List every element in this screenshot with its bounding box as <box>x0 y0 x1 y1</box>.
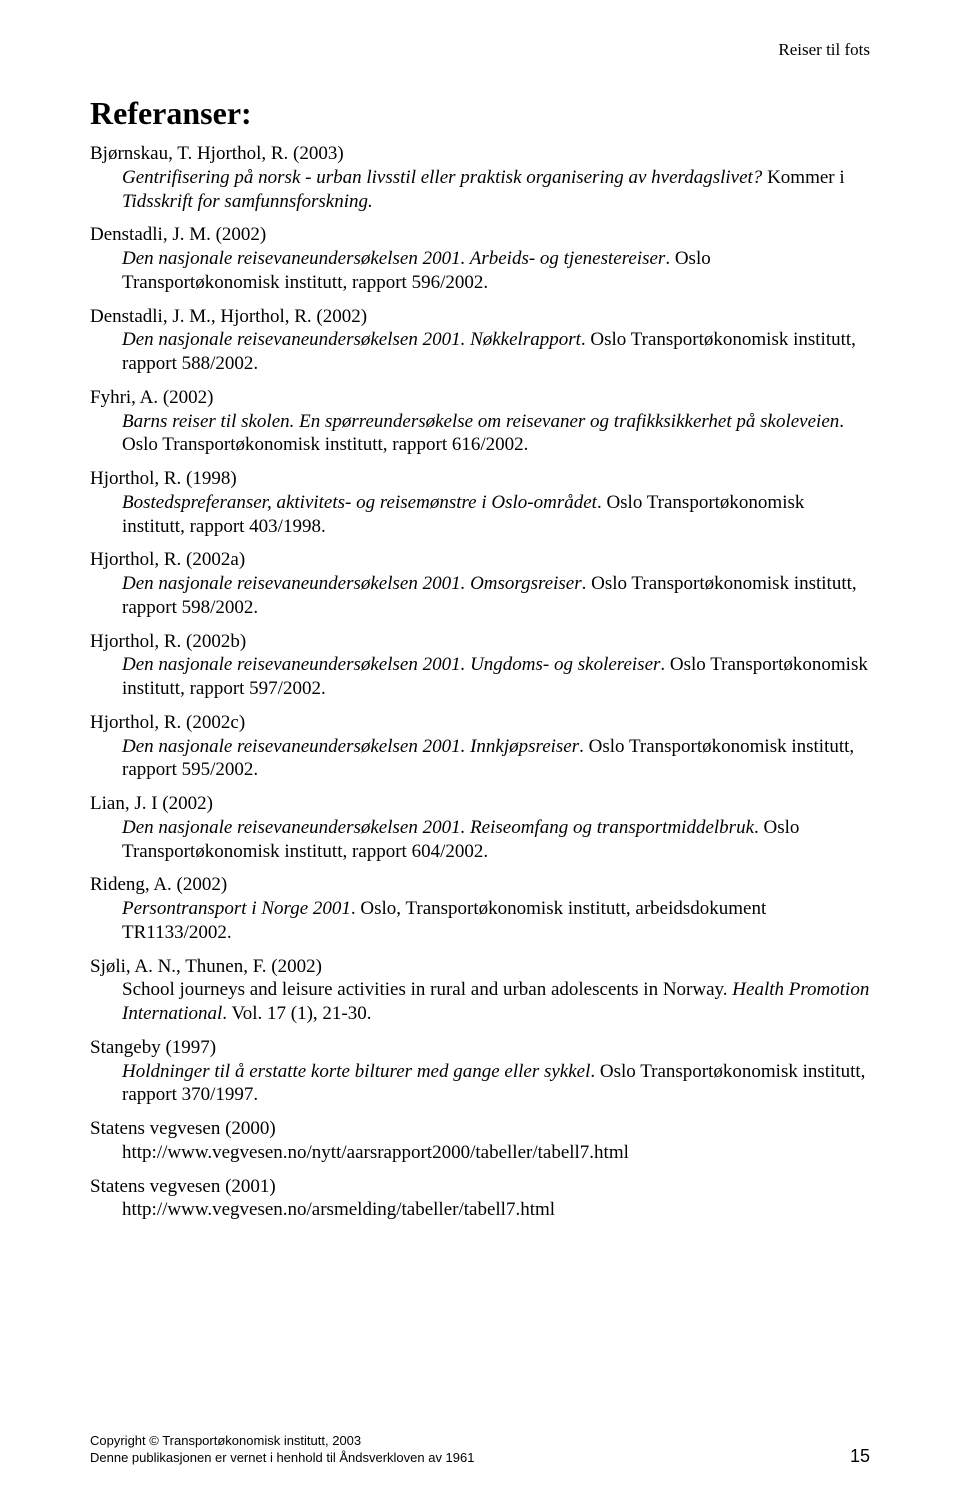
reference-entry: Fyhri, A. (2002)Barns reiser til skolen.… <box>90 386 870 457</box>
reference-entry: Denstadli, J. M., Hjorthol, R. (2002)Den… <box>90 305 870 376</box>
reference-author: Hjorthol, R. (2002b) <box>90 630 870 654</box>
reference-entry: Hjorthol, R. (2002a)Den nasjonale reisev… <box>90 548 870 619</box>
reference-entry: Rideng, A. (2002)Persontransport i Norge… <box>90 873 870 944</box>
reference-entry: Sjøli, A. N., Thunen, F. (2002)School jo… <box>90 955 870 1026</box>
reference-entry: Denstadli, J. M. (2002)Den nasjonale rei… <box>90 223 870 294</box>
references-list: Bjørnskau, T. Hjorthol, R. (2003)Gentrif… <box>90 142 870 1222</box>
reference-body: Persontransport i Norge 2001. Oslo, Tran… <box>90 897 870 945</box>
reference-body: Gentrifisering på norsk - urban livsstil… <box>90 166 870 214</box>
reference-author: Stangeby (1997) <box>90 1036 870 1060</box>
reference-body: Den nasjonale reisevaneundersøkelsen 200… <box>90 247 870 295</box>
reference-author: Hjorthol, R. (2002a) <box>90 548 870 572</box>
reference-body: Den nasjonale reisevaneundersøkelsen 200… <box>90 328 870 376</box>
page-footer: Copyright © Transportøkonomisk institutt… <box>90 1432 870 1467</box>
reference-author: Denstadli, J. M. (2002) <box>90 223 870 247</box>
reference-body: Den nasjonale reisevaneundersøkelsen 200… <box>90 735 870 783</box>
footer-left: Copyright © Transportøkonomisk institutt… <box>90 1432 474 1467</box>
reference-entry: Hjorthol, R. (1998)Bostedspreferanser, a… <box>90 467 870 538</box>
reference-author: Hjorthol, R. (2002c) <box>90 711 870 735</box>
reference-author: Hjorthol, R. (1998) <box>90 467 870 491</box>
reference-body: Bostedspreferanser, aktivitets- og reise… <box>90 491 870 539</box>
reference-body: School journeys and leisure activities i… <box>90 978 870 1026</box>
reference-author: Lian, J. I (2002) <box>90 792 870 816</box>
reference-author: Rideng, A. (2002) <box>90 873 870 897</box>
reference-body: http://www.vegvesen.no/nytt/aarsrapport2… <box>90 1141 870 1165</box>
footer-note: Denne publikasjonen er vernet i henhold … <box>90 1449 474 1467</box>
reference-body: Den nasjonale reisevaneundersøkelsen 200… <box>90 816 870 864</box>
reference-body: Barns reiser til skolen. En spørreunders… <box>90 410 870 458</box>
reference-author: Statens vegvesen (2000) <box>90 1117 870 1141</box>
reference-entry: Statens vegvesen (2001)http://www.vegves… <box>90 1175 870 1223</box>
document-page: Reiser til fots Referanser: Bjørnskau, T… <box>0 0 960 1507</box>
page-number: 15 <box>850 1446 870 1467</box>
reference-author: Bjørnskau, T. Hjorthol, R. (2003) <box>90 142 870 166</box>
reference-entry: Hjorthol, R. (2002b)Den nasjonale reisev… <box>90 630 870 701</box>
reference-entry: Stangeby (1997)Holdninger til å erstatte… <box>90 1036 870 1107</box>
running-header: Reiser til fots <box>90 40 870 60</box>
reference-author: Denstadli, J. M., Hjorthol, R. (2002) <box>90 305 870 329</box>
reference-body: Den nasjonale reisevaneundersøkelsen 200… <box>90 572 870 620</box>
reference-author: Statens vegvesen (2001) <box>90 1175 870 1199</box>
section-title: Referanser: <box>90 95 870 132</box>
reference-body: http://www.vegvesen.no/arsmelding/tabell… <box>90 1198 870 1222</box>
reference-body: Den nasjonale reisevaneundersøkelsen 200… <box>90 653 870 701</box>
reference-entry: Lian, J. I (2002)Den nasjonale reisevane… <box>90 792 870 863</box>
reference-entry: Hjorthol, R. (2002c)Den nasjonale reisev… <box>90 711 870 782</box>
footer-copyright: Copyright © Transportøkonomisk institutt… <box>90 1432 474 1450</box>
reference-author: Fyhri, A. (2002) <box>90 386 870 410</box>
reference-body: Holdninger til å erstatte korte bilturer… <box>90 1060 870 1108</box>
reference-author: Sjøli, A. N., Thunen, F. (2002) <box>90 955 870 979</box>
reference-entry: Statens vegvesen (2000)http://www.vegves… <box>90 1117 870 1165</box>
reference-entry: Bjørnskau, T. Hjorthol, R. (2003)Gentrif… <box>90 142 870 213</box>
